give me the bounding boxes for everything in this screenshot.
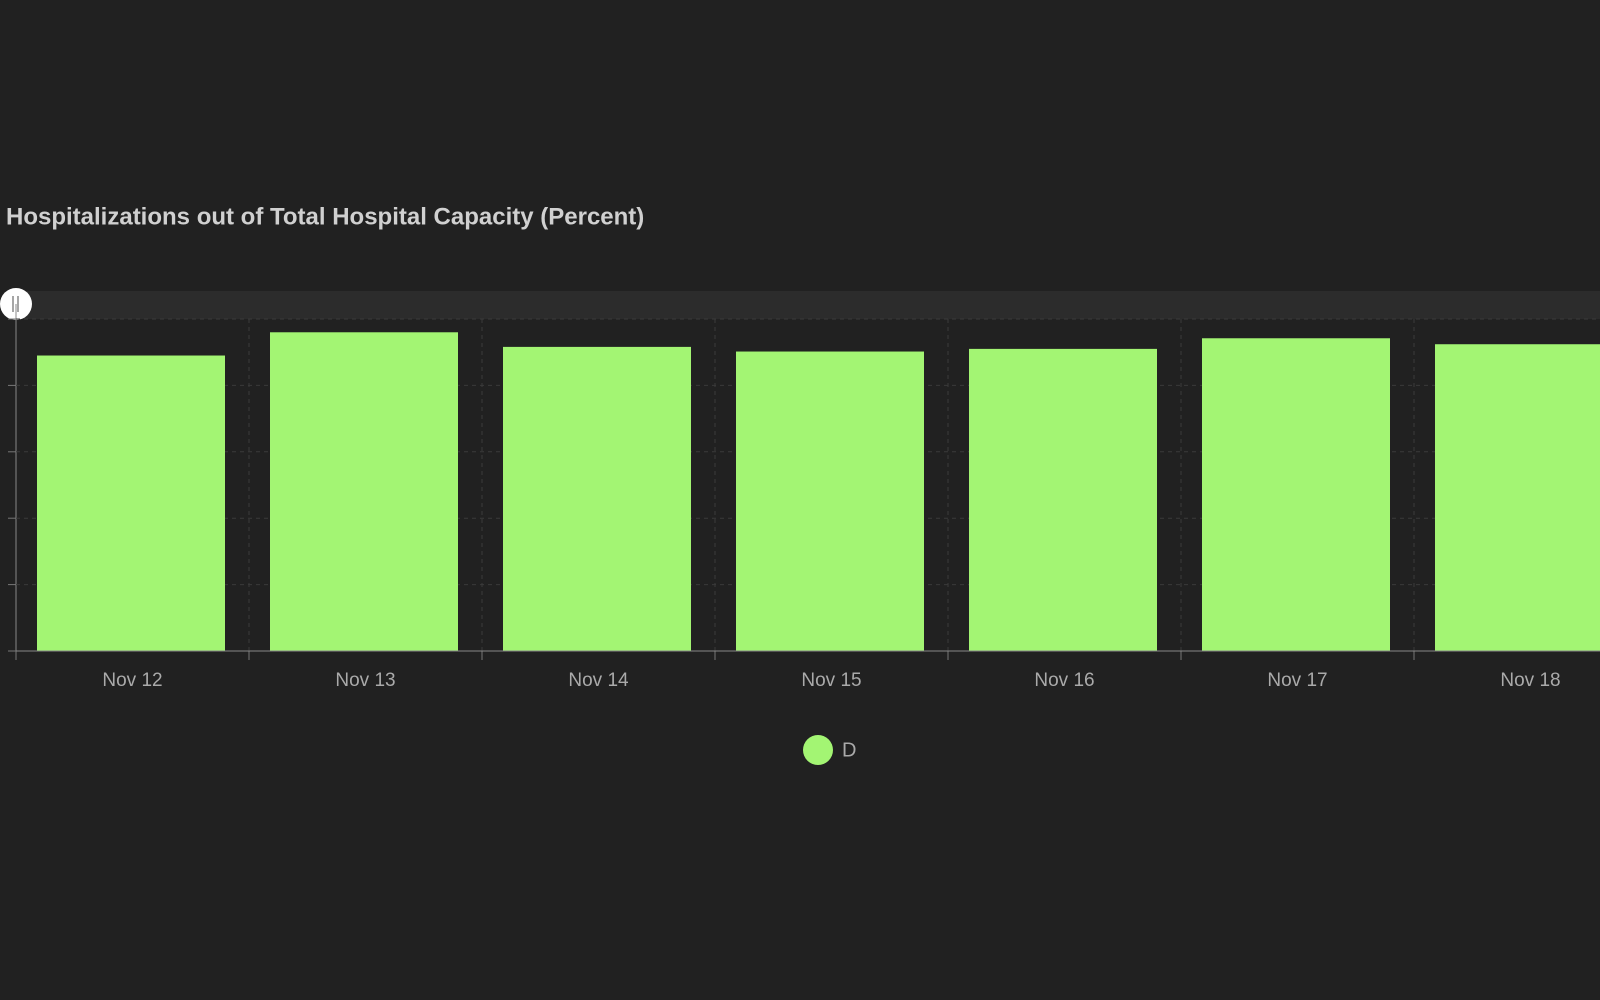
chart-title: Hospitalizations out of Total Hospital C… xyxy=(6,203,644,230)
x-tick-label: Nov 14 xyxy=(568,670,629,691)
x-tick-label: Nov 17 xyxy=(1267,670,1327,691)
bar xyxy=(1435,344,1600,651)
legend-label: D xyxy=(842,739,856,761)
bar xyxy=(736,351,924,651)
legend-swatch xyxy=(803,735,833,765)
x-tick-label: Nov 13 xyxy=(335,670,395,691)
bar xyxy=(1202,338,1390,651)
x-tick-label: Nov 12 xyxy=(102,670,162,691)
x-tick-label: Nov 15 xyxy=(801,670,861,691)
bar xyxy=(969,348,1157,651)
bar xyxy=(503,346,691,651)
scrollbar-track[interactable] xyxy=(16,291,1600,319)
x-tick-label: Nov 16 xyxy=(1034,670,1094,691)
bar xyxy=(270,332,458,651)
x-tick-label: Nov 18 xyxy=(1500,670,1560,691)
bar xyxy=(37,355,225,651)
